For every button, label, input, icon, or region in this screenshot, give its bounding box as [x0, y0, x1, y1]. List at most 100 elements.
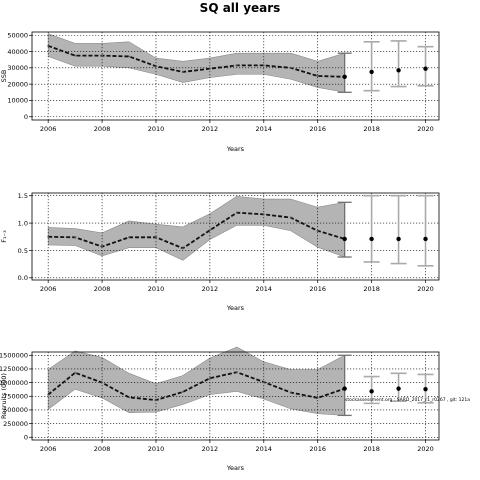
median-point	[47, 393, 50, 396]
last-year-point	[342, 74, 347, 80]
x-tick-label: 2020	[417, 285, 434, 293]
median-point	[101, 54, 103, 57]
chart-panel-1: 2006 2008 2010 2012 2014 2016 2018 2020 0 10000 20…	[0, 31, 440, 153]
x-tick-label: 2012	[202, 445, 219, 453]
median-point	[74, 371, 77, 374]
y-tick-label: 0.5	[18, 247, 28, 255]
projection-point	[369, 389, 374, 394]
y-tick-label: 20000	[7, 80, 28, 88]
median-point	[47, 235, 50, 238]
y-tick-label: 1250000	[0, 365, 28, 373]
median-point	[182, 391, 184, 393]
median-point	[182, 247, 184, 250]
median-point	[101, 381, 103, 384]
x-tick-label: 2008	[94, 445, 111, 453]
x-tick-label: 2016	[309, 445, 326, 453]
x-tick-label: 2014	[256, 445, 273, 453]
y-tick-label: 10000	[7, 97, 28, 105]
x-tick-label: 2020	[417, 445, 434, 453]
y-tick-label: 750000	[3, 393, 28, 401]
projection-point	[396, 68, 401, 73]
x-tick-label: 2010	[148, 445, 165, 453]
median-point	[182, 71, 184, 73]
x-tick-label: 2014	[256, 125, 273, 133]
median-point	[128, 236, 130, 239]
median-point	[289, 391, 292, 394]
median-point	[128, 55, 130, 58]
chart-panel-2: 2006 2008 2010 2012 2014 2016 2018 2020 0.0 0.5 1.…	[0, 192, 440, 312]
projection-point	[369, 69, 374, 75]
median-point	[208, 229, 211, 232]
median-point	[316, 397, 319, 399]
plot-frame	[31, 31, 440, 121]
median-point	[155, 236, 157, 239]
median-point	[155, 65, 157, 68]
projection-point	[423, 386, 428, 392]
x-tick-label: 2018	[363, 285, 380, 293]
median-point	[208, 377, 211, 380]
median-point	[235, 64, 238, 67]
confidence-band	[47, 33, 345, 93]
median-point	[262, 381, 265, 383]
x-tick-label: 2014	[256, 285, 273, 293]
y-tick-label: 30000	[7, 64, 28, 72]
stockassessment-note: stockassessment.org : SARD_2017_r1_r0267…	[345, 397, 470, 403]
median-point	[74, 236, 77, 239]
y-tick-label: 50000	[7, 32, 28, 40]
x-tick-label: 2012	[202, 285, 219, 293]
y-tick-label: 250000	[3, 420, 28, 428]
x-axis-label: Years	[226, 464, 245, 472]
median-point	[101, 245, 103, 248]
last-year-point	[342, 236, 347, 242]
median-line	[47, 45, 345, 78]
confidence-band	[47, 346, 345, 416]
y-axis-label: Recruits (000)	[0, 373, 8, 419]
chart-panel-3: 2006 2008 2010 2012 2014 2016 2018 2020 0 250000 5…	[0, 346, 470, 472]
median-point	[128, 396, 130, 399]
median-point	[235, 211, 238, 214]
y-tick-label: 500000	[3, 406, 28, 414]
x-tick-label: 2010	[148, 285, 165, 293]
x-tick-label: 2012	[202, 125, 219, 133]
projection-point	[396, 236, 401, 242]
y-tick-label: 1000000	[0, 379, 28, 387]
projection-point	[423, 66, 428, 71]
y-tick-label: 0.0	[18, 274, 28, 282]
x-tick-label: 2006	[40, 285, 57, 293]
y-tick-label: 1500000	[0, 352, 28, 360]
x-tick-label: 2006	[40, 445, 57, 453]
median-point	[208, 67, 211, 70]
x-tick-label: 2010	[148, 125, 165, 133]
x-tick-label: 2018	[363, 445, 380, 453]
median-point	[74, 54, 77, 57]
x-tick-label: 2016	[309, 125, 326, 133]
median-line	[47, 371, 345, 402]
x-tick-label: 2020	[417, 125, 434, 133]
x-tick-label: 2018	[363, 125, 380, 133]
median-point	[316, 229, 319, 232]
projection-point	[423, 236, 428, 242]
y-tick-label: 0	[24, 434, 28, 442]
plot-frame	[31, 192, 440, 281]
median-point	[155, 399, 157, 401]
median-point	[289, 66, 292, 69]
y-tick-label: 40000	[7, 48, 28, 56]
y-axis-label: SSB	[0, 70, 8, 83]
median-point	[262, 64, 265, 67]
figure-title: SQ all years	[199, 1, 281, 15]
projection-point	[396, 386, 401, 391]
last-year-point	[342, 386, 347, 391]
median-point	[262, 213, 265, 216]
y-tick-label: 0	[24, 113, 28, 121]
x-tick-label: 2006	[40, 125, 57, 133]
x-axis-label: Years	[226, 304, 245, 312]
x-tick-label: 2008	[94, 285, 111, 293]
y-tick-label: 1.5	[18, 192, 28, 200]
y-axis-label: F₁₋₃	[0, 230, 8, 243]
median-point	[289, 216, 292, 219]
x-tick-label: 2008	[94, 125, 111, 133]
median-point	[235, 371, 238, 374]
y-tick-label: 1.0	[18, 219, 28, 227]
x-axis-label: Years	[226, 145, 245, 153]
